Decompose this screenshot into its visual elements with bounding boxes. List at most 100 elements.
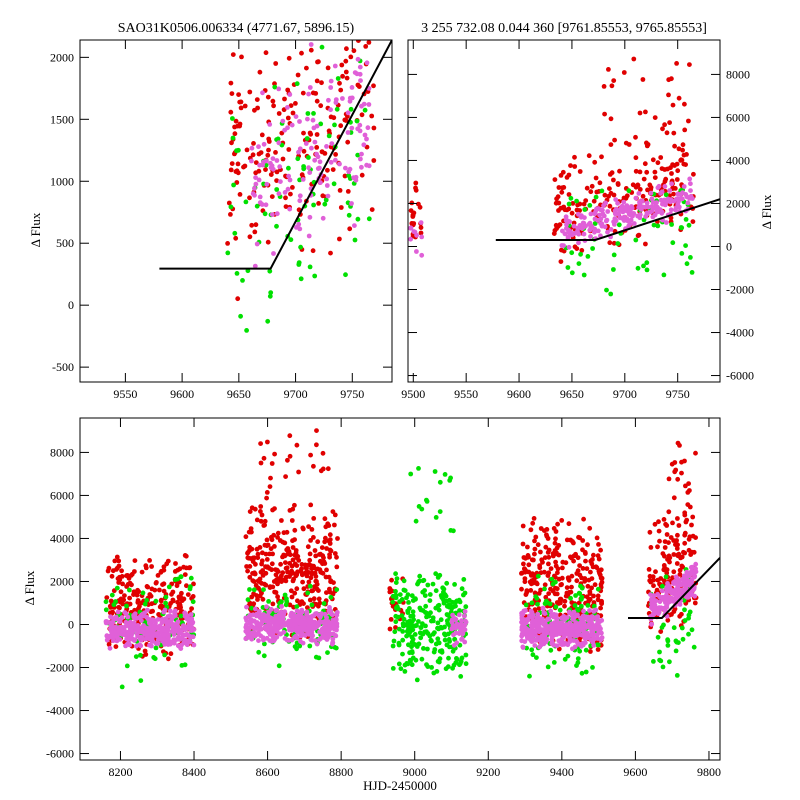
point-green bbox=[420, 578, 426, 584]
point-red bbox=[169, 591, 174, 597]
point-red bbox=[344, 46, 349, 52]
model-line-top-left bbox=[159, 40, 392, 270]
point-green bbox=[616, 222, 622, 228]
y-tick-label: -4000 bbox=[46, 704, 74, 718]
point-magenta bbox=[554, 616, 560, 622]
point-green bbox=[321, 601, 327, 606]
point-green bbox=[272, 84, 278, 90]
point-red bbox=[546, 554, 552, 560]
point-magenta bbox=[295, 613, 301, 618]
point-magenta bbox=[535, 611, 541, 617]
point-magenta bbox=[685, 200, 691, 206]
point-magenta bbox=[295, 617, 301, 623]
point-green bbox=[568, 595, 573, 601]
point-red bbox=[285, 87, 291, 93]
point-green bbox=[230, 135, 236, 141]
point-red bbox=[323, 524, 329, 530]
point-red bbox=[637, 110, 643, 116]
point-magenta bbox=[258, 622, 263, 628]
point-red bbox=[577, 201, 583, 207]
point-red bbox=[670, 185, 676, 191]
point-magenta bbox=[519, 638, 525, 644]
point-green bbox=[595, 642, 600, 648]
point-magenta bbox=[291, 613, 296, 618]
point-red bbox=[683, 162, 688, 168]
point-green bbox=[172, 577, 178, 583]
point-red bbox=[283, 578, 289, 584]
point-magenta bbox=[142, 632, 148, 637]
y-tick-label: 4000 bbox=[50, 531, 74, 545]
point-magenta bbox=[115, 609, 121, 615]
point-green bbox=[565, 653, 571, 659]
point-magenta bbox=[605, 229, 610, 235]
point-magenta bbox=[290, 627, 295, 633]
point-red bbox=[319, 80, 324, 86]
point-magenta bbox=[246, 614, 252, 620]
point-magenta bbox=[660, 201, 665, 207]
point-magenta bbox=[591, 625, 597, 630]
point-red bbox=[312, 548, 318, 553]
point-red bbox=[648, 185, 654, 190]
point-red bbox=[256, 168, 262, 174]
point-green bbox=[236, 147, 241, 153]
point-red bbox=[682, 101, 687, 107]
point-magenta bbox=[183, 637, 188, 643]
point-magenta bbox=[621, 218, 627, 223]
point-magenta bbox=[637, 204, 642, 209]
point-red bbox=[308, 575, 314, 581]
y-tick-label: 4000 bbox=[726, 153, 750, 167]
point-green bbox=[307, 583, 313, 589]
point-red bbox=[652, 175, 658, 181]
point-green bbox=[262, 641, 267, 647]
point-magenta bbox=[602, 224, 608, 230]
point-red bbox=[371, 158, 377, 163]
point-magenta bbox=[595, 228, 601, 234]
point-red bbox=[307, 551, 313, 557]
point-magenta bbox=[528, 608, 534, 614]
point-magenta bbox=[275, 623, 280, 629]
point-red bbox=[411, 210, 417, 216]
point-red bbox=[554, 600, 560, 605]
point-magenta bbox=[683, 582, 688, 588]
point-green bbox=[431, 649, 437, 655]
point-green bbox=[263, 162, 269, 168]
point-green bbox=[585, 603, 591, 608]
point-green bbox=[458, 674, 464, 679]
point-red bbox=[418, 230, 424, 236]
point-red bbox=[285, 457, 290, 463]
point-red bbox=[564, 590, 570, 596]
point-green bbox=[274, 223, 279, 229]
point-magenta bbox=[158, 637, 164, 642]
point-red bbox=[105, 568, 111, 574]
point-magenta bbox=[244, 604, 249, 610]
point-magenta bbox=[304, 612, 310, 617]
point-magenta bbox=[330, 636, 336, 642]
point-red bbox=[635, 233, 641, 239]
point-magenta bbox=[297, 193, 303, 199]
point-green bbox=[579, 594, 585, 600]
point-red bbox=[263, 582, 269, 588]
point-green bbox=[138, 652, 143, 658]
point-red bbox=[310, 248, 316, 254]
point-red bbox=[345, 189, 351, 194]
point-magenta bbox=[551, 642, 557, 648]
point-green bbox=[439, 649, 445, 655]
point-red bbox=[552, 591, 558, 597]
point-red bbox=[606, 67, 611, 72]
point-red bbox=[254, 546, 260, 552]
point-red bbox=[583, 551, 588, 556]
point-red bbox=[142, 648, 148, 654]
point-green bbox=[166, 584, 172, 590]
point-magenta bbox=[520, 645, 526, 650]
point-magenta bbox=[544, 630, 549, 636]
point-magenta bbox=[322, 611, 328, 617]
point-red bbox=[598, 605, 603, 611]
point-green bbox=[578, 583, 583, 589]
x-tick-label: 9650 bbox=[227, 387, 251, 401]
point-red bbox=[307, 557, 313, 563]
point-green bbox=[447, 639, 452, 644]
point-magenta bbox=[138, 643, 144, 649]
point-red bbox=[316, 59, 321, 65]
point-green bbox=[569, 270, 575, 276]
point-magenta bbox=[574, 639, 580, 644]
